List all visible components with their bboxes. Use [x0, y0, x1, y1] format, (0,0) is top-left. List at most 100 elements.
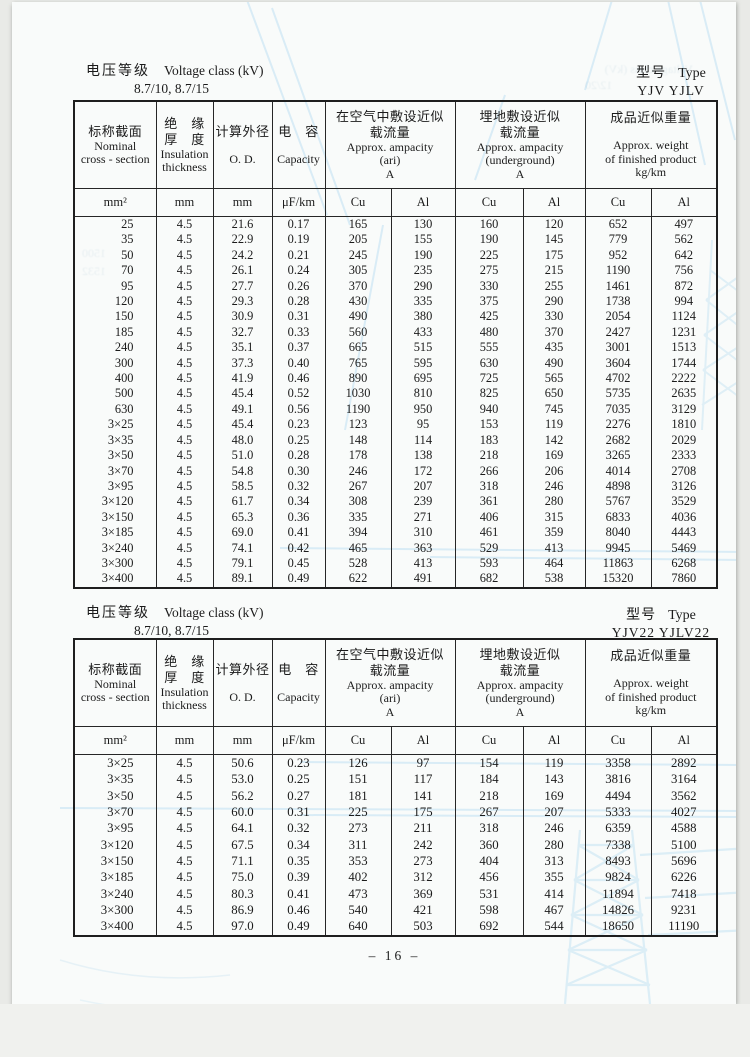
table-cell: 4.5 — [155, 463, 214, 479]
table-cell: 330 — [522, 309, 586, 325]
table-cell: 461 — [454, 525, 524, 541]
table-row: 300 4.5 37.3 0.40 765 595 630 490 3604 1744 — [73, 355, 718, 372]
table-cell: 74.1 — [212, 540, 273, 556]
table-cell: 183 — [454, 432, 524, 449]
table-cell: 67.5 — [212, 836, 273, 854]
table-cell: 65.3 — [212, 509, 273, 526]
table-row: 3×400 4.5 97.0 0.49 640 503 692 544 18650 11190 — [73, 918, 718, 936]
voltage-class-value: 8.7/10, 8.7/15 — [134, 81, 210, 96]
table-cell: 1190 — [584, 263, 652, 279]
table-cell: 0.41 — [271, 885, 326, 903]
table-cell: 235 — [390, 263, 456, 279]
table-row: 3×95 4.5 64.1 0.32 273 211 318 246 6359 4588 — [73, 820, 718, 837]
table-cell: 4588 — [650, 820, 718, 837]
table-cell: 0.31 — [271, 309, 326, 325]
table-cell: 0.46 — [271, 371, 326, 387]
table-cell: 80.3 — [212, 885, 273, 903]
table-cell: 225 — [454, 247, 524, 264]
table-cell: 0.23 — [271, 417, 326, 433]
table-cell: 175 — [390, 804, 456, 821]
table-cell: 0.49 — [271, 918, 326, 936]
bleed-through-text: 1532 — [82, 264, 106, 278]
table-cell: 361 — [454, 494, 524, 510]
table-cell: 172 — [390, 463, 456, 479]
table-cell: 86.9 — [212, 902, 273, 919]
table-cell: 138 — [390, 448, 456, 464]
table-row: 3×120 4.5 67.5 0.34 311 242 360 280 7338 5100 — [73, 836, 718, 854]
table-cell: 64.1 — [212, 820, 273, 837]
table-cell: 3358 — [584, 754, 652, 772]
table-cell: 312 — [390, 869, 456, 886]
table-cell: 0.28 — [271, 448, 326, 464]
table-cell: 22.9 — [212, 232, 273, 248]
unit-mm: mm — [155, 188, 214, 217]
table-cell: 18650 — [584, 918, 652, 936]
table-cell: 120 — [73, 294, 157, 310]
table-row: 3×50 4.5 56.2 0.27 181 141 218 169 4494 3562 — [73, 787, 718, 805]
table-cell: 273 — [324, 820, 392, 837]
unit-mm2: mm² — [73, 726, 157, 755]
table-cell: 114 — [390, 432, 456, 449]
table-cell: 130 — [390, 216, 456, 233]
table-cell: 8493 — [584, 853, 652, 870]
table-cell: 255 — [522, 278, 586, 295]
table-cell: 300 — [73, 355, 157, 372]
voltage-class-label-cn: 电压等级 — [86, 64, 150, 79]
table-cell: 54.8 — [212, 463, 273, 479]
column-group-finished-weight: 成品近似重量 Approx. weight of finished produc… — [584, 100, 718, 189]
table-cell: 218 — [454, 787, 524, 805]
table-cell: 60.0 — [212, 804, 273, 821]
table-cell: 779 — [584, 232, 652, 248]
table-cell: 2682 — [584, 432, 652, 449]
table-cell: 0.32 — [271, 820, 326, 837]
table-cell: 305 — [324, 263, 392, 279]
table-cell: 406 — [454, 509, 524, 526]
table-cell: 435 — [522, 340, 586, 356]
table-row: 3×240 4.5 74.1 0.42 465 363 529 413 9945 5469 — [73, 540, 718, 556]
table-cell: 14826 — [584, 902, 652, 919]
table-cell: 642 — [650, 247, 718, 264]
table-cell: 4.5 — [155, 247, 214, 264]
table-cell: 211 — [390, 820, 456, 837]
table-cell: 940 — [454, 401, 524, 418]
table-cell: 4.5 — [155, 571, 214, 588]
table-cell: 467 — [522, 902, 586, 919]
table-cell: 4.5 — [155, 386, 214, 402]
table-cell: 5696 — [650, 853, 718, 870]
table-cell: 2276 — [584, 417, 652, 433]
table-cell: 3×70 — [73, 804, 157, 821]
table-cell: 49.1 — [212, 401, 273, 418]
table-cell: 15320 — [584, 571, 652, 588]
table-cell: 5333 — [584, 804, 652, 821]
table-cell: 3529 — [650, 494, 718, 510]
table-cell: 4.5 — [155, 340, 214, 356]
column-group-ampacity-underground: 埋地敷设近似 载流量 Approx. ampacity (underground… — [454, 100, 586, 189]
table-row: 95 4.5 27.7 0.26 370 290 330 255 1461 872 — [73, 278, 718, 295]
table-cell: 3×25 — [73, 754, 157, 772]
table-cell: 246 — [522, 820, 586, 837]
subheader-al: Al — [522, 188, 586, 217]
table-cell: 1744 — [650, 355, 718, 372]
table-row: 3×25 4.5 45.4 0.23 123 95 153 119 2276 1810 — [73, 417, 718, 433]
table-cell: 5100 — [650, 836, 718, 854]
table-cell: 97.0 — [212, 918, 273, 936]
type-title-2: 型号 Type YJV22 YJLV22 — [602, 604, 720, 641]
table-cell: 215 — [522, 263, 586, 279]
table-cell: 154 — [454, 754, 524, 772]
table-cell: 4.5 — [155, 448, 214, 464]
table-cell: 2054 — [584, 309, 652, 325]
table-cell: 595 — [390, 355, 456, 372]
table-cell: 273 — [390, 853, 456, 870]
table-cell: 0.21 — [271, 247, 326, 264]
table-cell: 652 — [584, 216, 652, 233]
table-cell: 0.33 — [271, 324, 326, 341]
table-cell: 402 — [324, 869, 392, 886]
table-cell: 5735 — [584, 386, 652, 402]
table-cell: 0.28 — [271, 294, 326, 310]
table-cell: 246 — [522, 478, 586, 495]
table-cell: 9824 — [584, 869, 652, 886]
table-cell: 503 — [390, 918, 456, 936]
table-cell: 540 — [324, 902, 392, 919]
table-row: 3×185 4.5 75.0 0.39 402 312 456 355 9824 6226 — [73, 869, 718, 886]
table-cell: 515 — [390, 340, 456, 356]
